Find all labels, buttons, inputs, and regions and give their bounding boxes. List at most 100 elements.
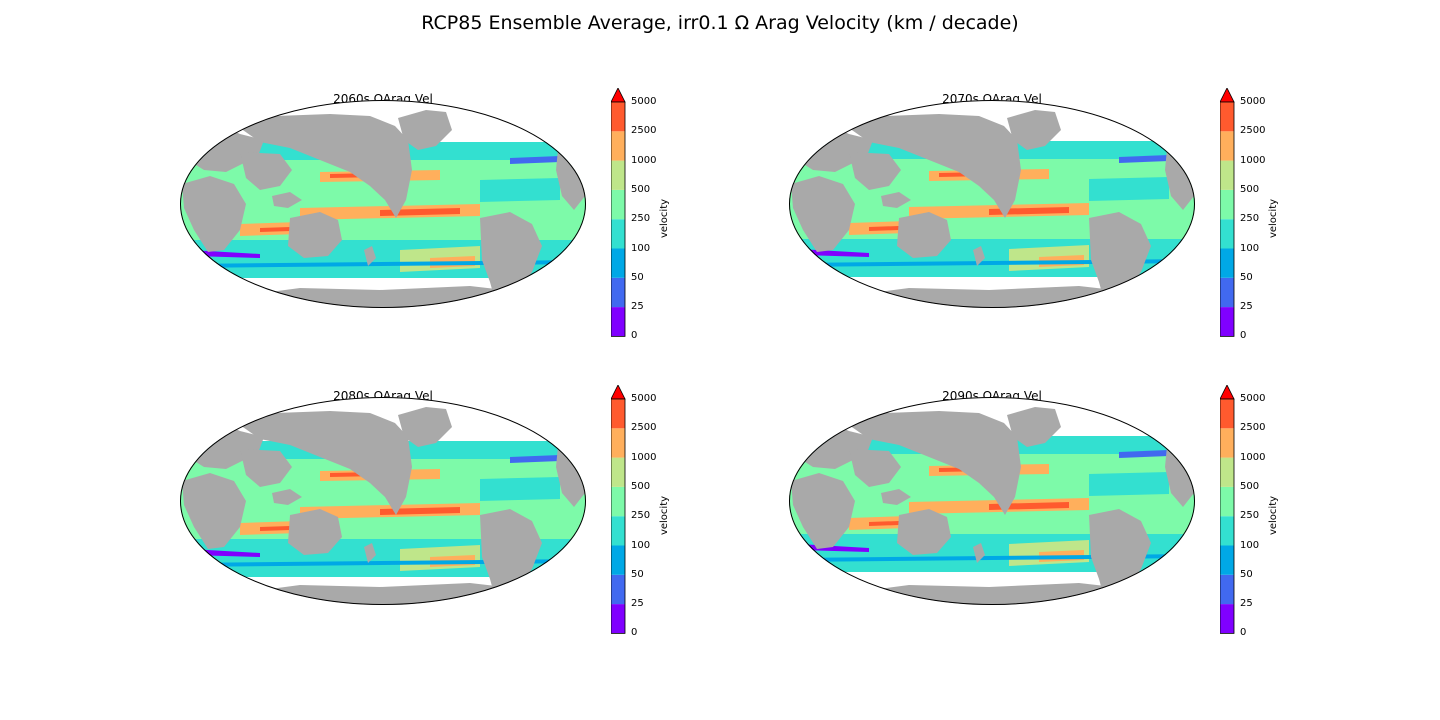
colorbar-tick-label: 5000 [1240, 96, 1266, 107]
colorbar-tick-label: 1000 [631, 154, 657, 166]
band-indian-peak [869, 521, 899, 526]
colorbar-bin [1220, 248, 1235, 278]
map-field [180, 397, 586, 605]
colorbar-label: velocity [1268, 496, 1280, 536]
colorbar-tick-label: 500 [631, 480, 651, 492]
band-indian-peak [869, 226, 899, 231]
colorbar-bin [1220, 604, 1235, 634]
land-africa [182, 176, 246, 252]
band-indian-peak [260, 526, 290, 531]
figure-title: RCP85 Ensemble Average, irr0.1 Ω Arag Ve… [421, 12, 1019, 34]
map-field [789, 100, 1195, 308]
colorbar-bin [611, 457, 626, 487]
colorbar-tick-label: 25 [631, 301, 644, 313]
map-outline [180, 397, 586, 605]
colorbar-extend-arrow [611, 385, 626, 400]
colorbar-bin [1220, 189, 1235, 220]
colorbar-bin [611, 516, 626, 546]
land-asia-west [240, 152, 292, 190]
colorbar-frame [1220, 398, 1235, 634]
map-outline [789, 397, 1195, 605]
colorbar-tick-label: 50 [631, 568, 644, 580]
colorbar-tick-label: 100 [1240, 539, 1260, 551]
band-atlantic-low [1119, 450, 1169, 458]
colorbar-tick-label: 500 [631, 183, 651, 195]
colorbar-bin [611, 574, 626, 605]
land-new-zealand [973, 543, 985, 563]
map-plot [789, 100, 1195, 308]
colorbar-tick-label: 500 [1240, 480, 1260, 492]
land-south-america [1089, 509, 1151, 601]
colorbar-bin [611, 604, 626, 634]
land-greenland [1007, 110, 1061, 150]
map-field [180, 100, 586, 308]
colorbar-bin [611, 248, 626, 278]
colorbar-bin [611, 101, 626, 132]
colorbar-tick-label: 0 [1240, 627, 1247, 639]
colorbar-bin [1220, 428, 1235, 458]
land-australia [897, 509, 951, 555]
band-atlantic [1089, 472, 1169, 496]
colorbar-bin [611, 428, 626, 458]
map-panel-2090s: 2090s ΩArag Vel 0 25 50 100 250 500 1000 2500 50… [789, 385, 1389, 687]
land-greenland [398, 110, 452, 150]
colorbar-bin [611, 307, 626, 337]
colorbar-tick-label: 250 [631, 510, 651, 522]
map-panel-2070s: 2070s ΩArag Vel 0 25 50 100 250 500 1000 2500 50… [789, 88, 1389, 390]
colorbar-tick-label: 5000 [631, 393, 657, 404]
colorbar-tick-label: 100 [1240, 242, 1260, 254]
land-new-zealand [973, 246, 985, 266]
colorbar-tick-label: 1000 [631, 451, 657, 463]
colorbar-tick-label: 2500 [1240, 422, 1266, 434]
colorbar-tick-label: 50 [631, 271, 644, 283]
map-plot [180, 100, 586, 308]
colorbar-tick-label: 50 [1240, 568, 1253, 580]
map-outline [180, 100, 586, 308]
land-south-america [1089, 212, 1151, 304]
colorbar-tick-label: 2500 [631, 422, 657, 434]
colorbar-bin [611, 277, 626, 308]
colorbar-tick-label: 1000 [1240, 154, 1266, 166]
land-asia-west [240, 449, 292, 487]
land-africa [791, 473, 855, 549]
colorbar-tick-label: 0 [631, 627, 638, 639]
colorbar-bin [1220, 574, 1235, 605]
colorbar-bin [1220, 219, 1235, 249]
colorbar-tick-label: 250 [1240, 213, 1260, 225]
land-africa [791, 176, 855, 252]
colorbar-tick-label: 100 [631, 539, 651, 551]
colorbar-tick-label: 250 [1240, 510, 1260, 522]
colorbar-bin [1220, 398, 1235, 429]
colorbar-bin [611, 545, 626, 575]
band-atlantic-low [510, 156, 560, 164]
colorbar-bin [1220, 160, 1235, 190]
colorbar-tick-label: 2500 [631, 125, 657, 137]
land-australia [288, 509, 342, 555]
colorbar-tick-label: 1000 [1240, 451, 1266, 463]
map-panel-2060s: 2060s ΩArag Vel 0 25 50 100 250 500 1000 2500 50… [180, 88, 780, 390]
land-asia-west [849, 449, 901, 487]
land-new-zealand [364, 543, 376, 563]
colorbar-frame [611, 398, 626, 634]
colorbar-bin [611, 160, 626, 190]
colorbar [611, 385, 626, 634]
colorbar-frame [611, 101, 626, 337]
colorbar-bin [1220, 277, 1235, 308]
colorbar-bin [611, 398, 626, 429]
band-atlantic-low [510, 455, 560, 463]
land-north-america [849, 114, 1021, 218]
colorbar-bin [611, 486, 626, 517]
colorbar-frame [1220, 101, 1235, 337]
band-equator-peak [380, 507, 460, 515]
land-indonesia [272, 192, 302, 208]
land-asia-west [849, 152, 901, 190]
land-new-zealand [364, 246, 376, 266]
colorbar-bin [1220, 486, 1235, 517]
colorbar [611, 88, 626, 337]
colorbar-tick-label: 5000 [631, 96, 657, 107]
band-atlantic [480, 477, 560, 501]
colorbar-bin [1220, 457, 1235, 487]
map-field [789, 397, 1195, 605]
land-north-america [849, 411, 1021, 515]
land-africa [182, 473, 246, 549]
